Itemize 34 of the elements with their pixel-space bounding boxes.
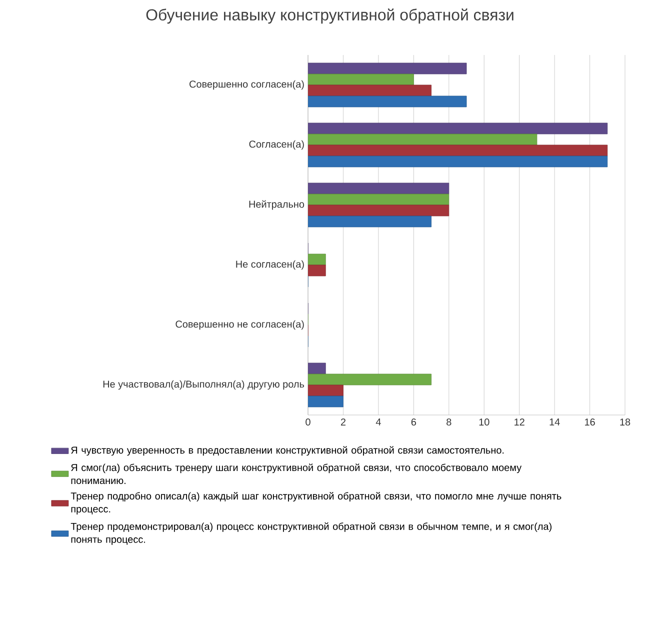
x-tick-label: 6 — [411, 418, 416, 426]
x-tick-label: 18 — [620, 418, 630, 426]
y-tick-label: Согласен(а) — [249, 140, 304, 150]
chart-title: Обучение навыку конструктивной обратной связи — [146, 8, 514, 24]
bar — [308, 74, 414, 86]
bar — [308, 96, 467, 108]
y-tick-label: Нейтрально — [249, 200, 304, 210]
x-tick-label: 2 — [340, 418, 346, 426]
x-tick-label: 16 — [585, 418, 595, 426]
x-tick-label: 8 — [446, 418, 452, 426]
bar — [308, 156, 608, 168]
y-tick-label: Не участвовал(а)/Выполнял(а) другую роль — [103, 380, 304, 390]
x-tick-label: 14 — [550, 418, 560, 426]
legend-label: Я чувствую уверенность в предоставлении конструктивной обратной связи самостоятельно. — [71, 446, 504, 456]
x-tick-label: 0 — [306, 418, 310, 426]
bar — [308, 134, 538, 146]
y-tick-label: Совершенно не согласен(а) — [176, 320, 304, 330]
legend-label: Тренер подробно описал(а) каждый шаг конструктивной обратной связи, что помогло мне лучше понять процесс. — [70, 492, 562, 514]
y-tick-label: Совершенно согласен(а) — [190, 80, 304, 90]
y-tick-label: Не согласен(а) — [236, 260, 304, 270]
bar — [308, 216, 432, 228]
legend-label: Я смог(ла) объяснить тренеру шаги конструктивной обратной связи, что способствовало моему пониманию. — [71, 464, 522, 484]
bar — [308, 144, 608, 156]
bar — [308, 194, 450, 206]
bar — [308, 204, 450, 216]
legend-label: Тренер продемонстрировал(а) процесс конструктивной обратной связи в обычном темпе, и я смог(ла) понять процесс. — [70, 522, 552, 545]
x-tick-label: 10 — [479, 418, 490, 426]
bar — [308, 182, 450, 194]
bar — [308, 374, 432, 386]
x-tick-label: 12 — [514, 418, 524, 426]
bar — [308, 62, 467, 74]
x-tick-label: 4 — [376, 418, 381, 426]
bar — [308, 84, 432, 96]
bar — [308, 122, 608, 134]
